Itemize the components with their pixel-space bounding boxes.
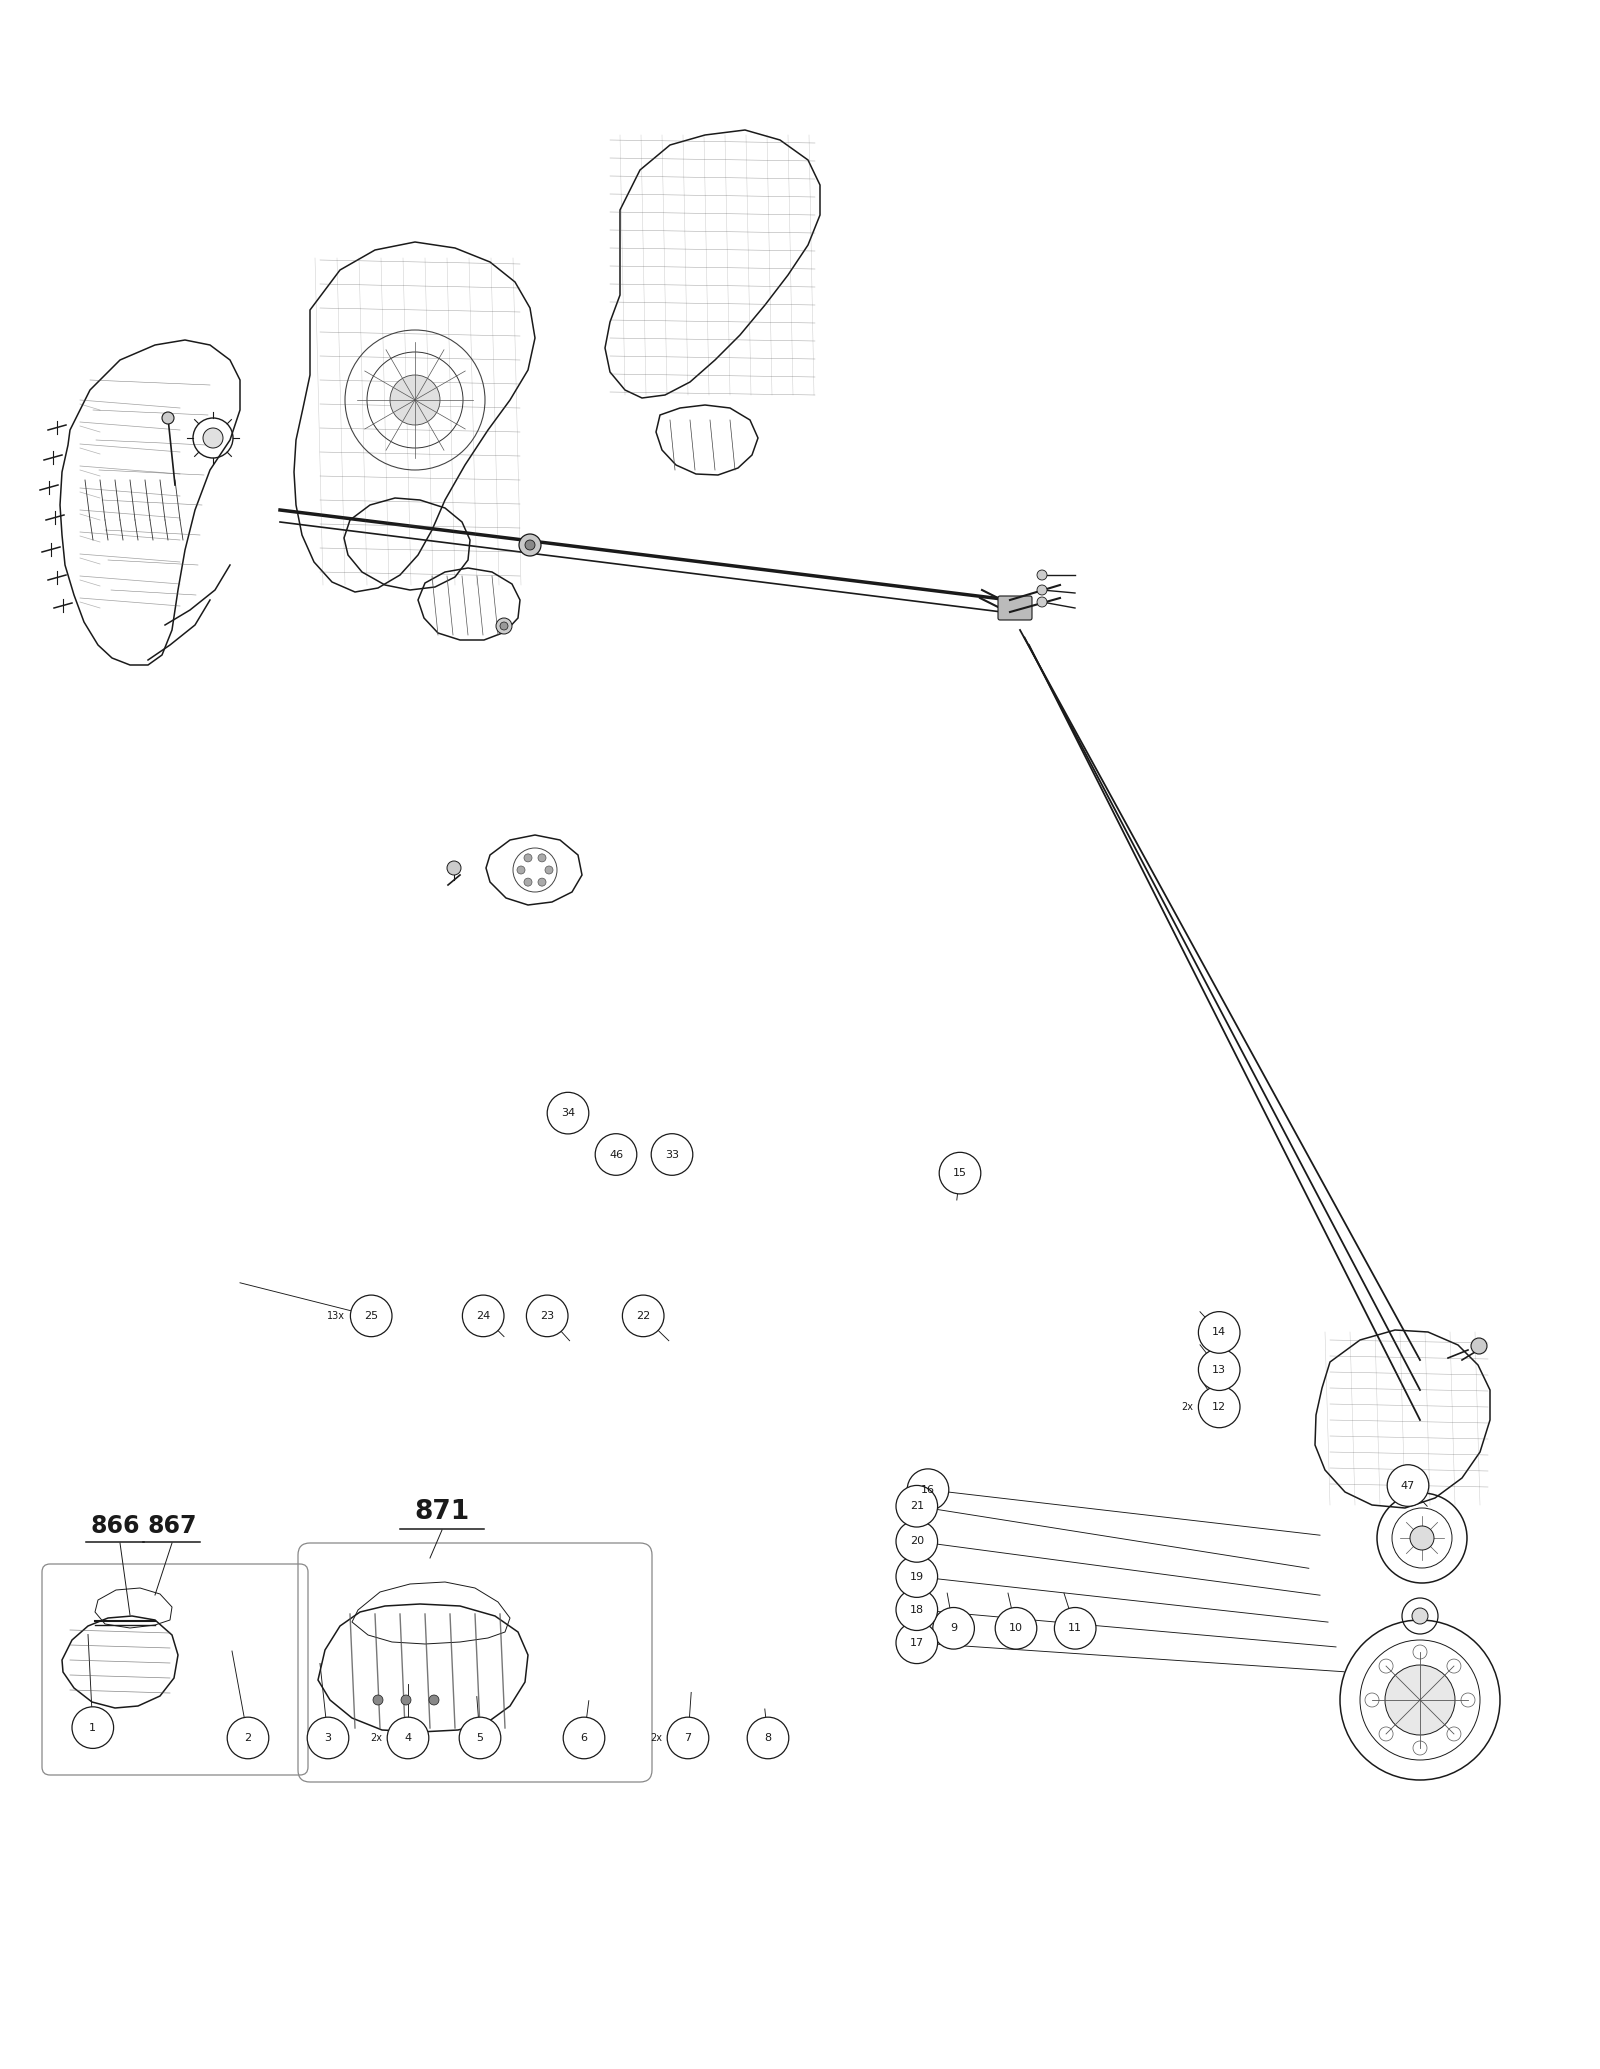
Circle shape — [622, 1295, 664, 1337]
Circle shape — [203, 428, 222, 449]
Circle shape — [459, 1717, 501, 1759]
Circle shape — [350, 1295, 392, 1337]
Text: 21: 21 — [910, 1502, 923, 1510]
Circle shape — [1386, 1666, 1454, 1736]
Circle shape — [227, 1717, 269, 1759]
Circle shape — [1198, 1386, 1240, 1428]
Text: 10: 10 — [1010, 1624, 1022, 1632]
Text: 15: 15 — [954, 1169, 966, 1177]
Text: 11: 11 — [1069, 1624, 1082, 1632]
Text: 871: 871 — [414, 1500, 470, 1525]
Circle shape — [429, 1695, 438, 1705]
Circle shape — [1037, 598, 1046, 606]
Text: 18: 18 — [910, 1606, 923, 1614]
Text: 2x: 2x — [650, 1734, 662, 1742]
Text: 866: 866 — [90, 1515, 139, 1537]
Circle shape — [525, 877, 531, 886]
Circle shape — [72, 1707, 114, 1748]
Circle shape — [896, 1622, 938, 1663]
Circle shape — [995, 1608, 1037, 1649]
Text: 9: 9 — [950, 1624, 957, 1632]
Text: 34: 34 — [562, 1109, 574, 1117]
Circle shape — [525, 854, 531, 863]
Text: 14: 14 — [1213, 1328, 1226, 1337]
Circle shape — [390, 374, 440, 424]
Circle shape — [651, 1134, 693, 1175]
Circle shape — [518, 534, 541, 557]
Circle shape — [933, 1608, 974, 1649]
Circle shape — [462, 1295, 504, 1337]
Circle shape — [896, 1556, 938, 1597]
Circle shape — [307, 1717, 349, 1759]
Circle shape — [896, 1486, 938, 1527]
Circle shape — [1054, 1608, 1096, 1649]
Circle shape — [1198, 1312, 1240, 1353]
Circle shape — [667, 1717, 709, 1759]
Circle shape — [1413, 1608, 1429, 1624]
Circle shape — [538, 854, 546, 863]
Circle shape — [1198, 1349, 1240, 1390]
Text: 20: 20 — [910, 1537, 923, 1546]
Text: 8: 8 — [765, 1734, 771, 1742]
Text: 4: 4 — [405, 1734, 411, 1742]
Circle shape — [563, 1717, 605, 1759]
Circle shape — [547, 1092, 589, 1134]
Text: 3: 3 — [325, 1734, 331, 1742]
Circle shape — [446, 861, 461, 875]
Text: 17: 17 — [910, 1639, 923, 1647]
Circle shape — [387, 1717, 429, 1759]
Text: 12: 12 — [1213, 1403, 1226, 1411]
Circle shape — [1470, 1339, 1486, 1353]
Circle shape — [496, 619, 512, 633]
Circle shape — [896, 1589, 938, 1630]
Circle shape — [939, 1152, 981, 1194]
Text: 23: 23 — [541, 1312, 554, 1320]
Text: 2x: 2x — [1181, 1403, 1194, 1411]
Text: 7: 7 — [685, 1734, 691, 1742]
Circle shape — [1410, 1527, 1434, 1550]
Text: 867: 867 — [147, 1515, 197, 1537]
Text: 5: 5 — [477, 1734, 483, 1742]
Circle shape — [1037, 586, 1046, 596]
Circle shape — [907, 1469, 949, 1510]
FancyBboxPatch shape — [998, 596, 1032, 621]
Text: 6: 6 — [581, 1734, 587, 1742]
Circle shape — [595, 1134, 637, 1175]
Text: 1: 1 — [90, 1723, 96, 1732]
Circle shape — [162, 412, 174, 424]
Text: 13: 13 — [1213, 1366, 1226, 1374]
Text: 24: 24 — [477, 1312, 490, 1320]
Circle shape — [747, 1717, 789, 1759]
Circle shape — [538, 877, 546, 886]
Circle shape — [526, 1295, 568, 1337]
Text: 46: 46 — [610, 1150, 622, 1159]
Text: 19: 19 — [910, 1572, 923, 1581]
Circle shape — [1387, 1465, 1429, 1506]
Text: 2: 2 — [245, 1734, 251, 1742]
Circle shape — [402, 1695, 411, 1705]
Circle shape — [525, 540, 534, 550]
Circle shape — [499, 623, 509, 629]
Text: 2x: 2x — [370, 1734, 382, 1742]
Circle shape — [517, 867, 525, 873]
Circle shape — [546, 867, 554, 873]
Circle shape — [1037, 569, 1046, 579]
Text: 13x: 13x — [328, 1312, 346, 1320]
Text: 33: 33 — [666, 1150, 678, 1159]
Text: 25: 25 — [365, 1312, 378, 1320]
Text: 47: 47 — [1402, 1481, 1414, 1490]
Circle shape — [896, 1521, 938, 1562]
Text: 22: 22 — [637, 1312, 650, 1320]
Text: 16: 16 — [922, 1486, 934, 1494]
Circle shape — [373, 1695, 382, 1705]
